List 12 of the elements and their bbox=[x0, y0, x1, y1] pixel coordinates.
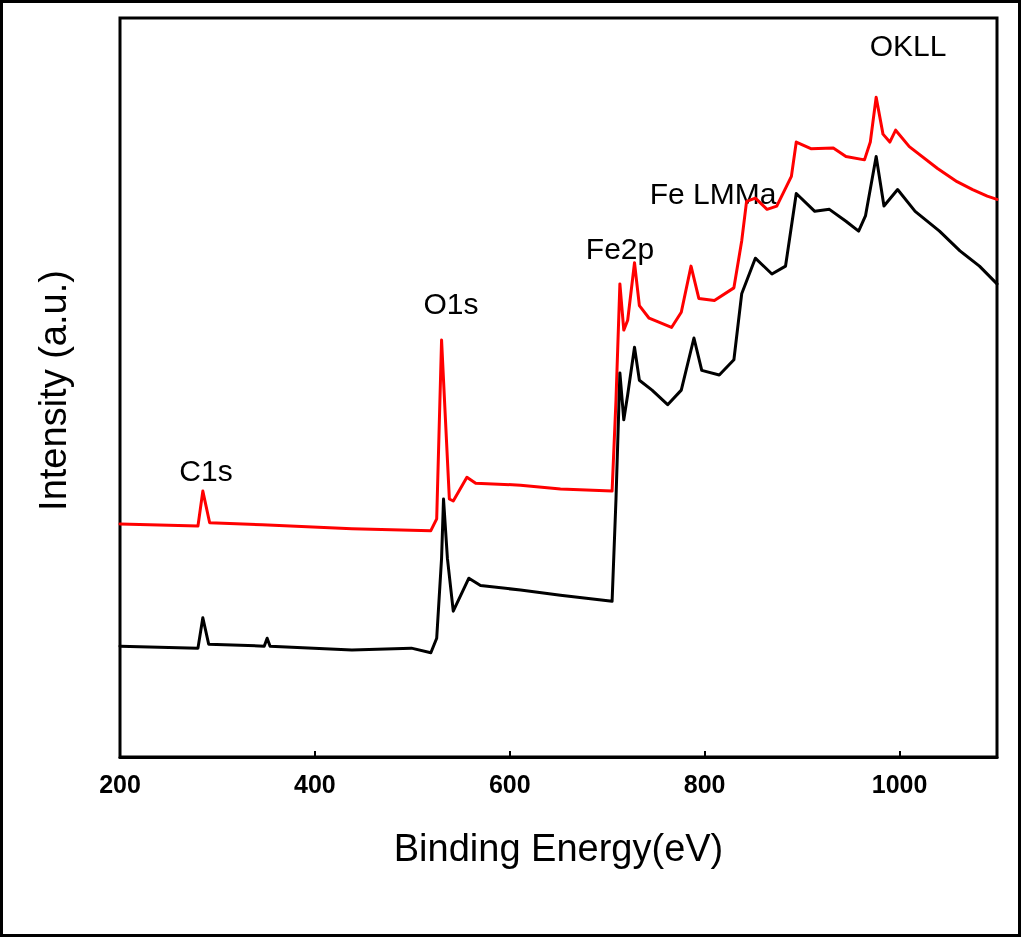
annotation: Fe2p bbox=[585, 231, 655, 265]
x-tick-label: 800 bbox=[683, 769, 726, 798]
annotation: Fe LMMa bbox=[649, 176, 777, 210]
x-axis-title: Binding Energy(eV) bbox=[393, 827, 724, 869]
x-tick-label: 600 bbox=[488, 769, 531, 798]
annotation: O1s bbox=[423, 286, 479, 320]
annotation: C1s bbox=[179, 453, 233, 487]
x-tick-label: 200 bbox=[99, 769, 141, 798]
x-tick-label: 400 bbox=[294, 769, 336, 798]
y-axis-title: Intensity (a.u.) bbox=[32, 270, 74, 511]
x-tick-label: 1000 bbox=[871, 769, 928, 798]
text: OKLL bbox=[869, 28, 947, 62]
